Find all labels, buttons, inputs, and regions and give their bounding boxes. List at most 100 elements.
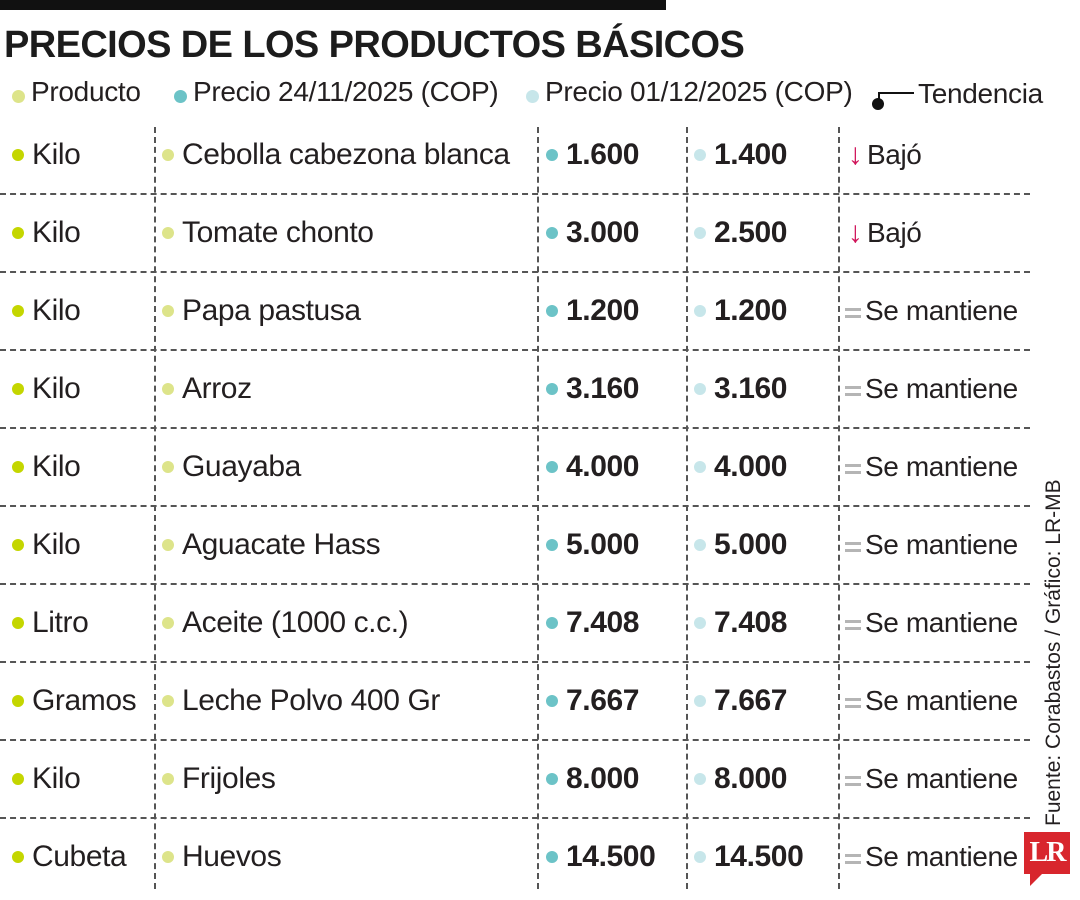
price-1-cell: 8.000 bbox=[546, 741, 680, 817]
equal-icon bbox=[845, 308, 861, 318]
product-cell: Huevos bbox=[162, 819, 534, 895]
unit-dot-icon bbox=[12, 695, 24, 707]
precio-1-dot-icon bbox=[546, 851, 558, 863]
legend-producto-label: Producto bbox=[31, 76, 141, 107]
lr-logo-tail bbox=[1030, 874, 1042, 886]
price-1-cell-text: 1.600 bbox=[566, 138, 640, 171]
price-2-cell: 7.667 bbox=[694, 663, 830, 739]
producto-dot-icon bbox=[162, 539, 174, 551]
equal-icon bbox=[845, 854, 861, 864]
trend-text: Se mantiene bbox=[865, 685, 1018, 716]
unit-dot-icon bbox=[12, 383, 24, 395]
product-cell: Aceite (1000 c.c.) bbox=[162, 585, 534, 661]
unit-cell-text: Litro bbox=[32, 606, 89, 639]
price-2-cell-text: 14.500 bbox=[714, 840, 804, 873]
page-title: PRECIOS DE LOS PRODUCTOS BÁSICOS bbox=[4, 24, 745, 66]
product-cell-text: Guayaba bbox=[182, 450, 301, 483]
unit-dot-icon bbox=[12, 539, 24, 551]
trend-cell: ↓ Bajó bbox=[845, 117, 1030, 193]
product-cell-text: Arroz bbox=[182, 372, 252, 405]
price-1-cell-text: 8.000 bbox=[566, 762, 640, 795]
table-row: Kilo Aguacate Hass 5.000 5.000 Se mantiene bbox=[0, 507, 1030, 585]
trend-cell: Se mantiene bbox=[845, 351, 1030, 427]
precio-1-dot-icon bbox=[546, 617, 558, 629]
price-2-cell-text: 7.408 bbox=[714, 606, 788, 639]
price-1-cell: 14.500 bbox=[546, 819, 680, 895]
product-cell-text: Cebolla cabezona blanca bbox=[182, 138, 510, 171]
unit-cell: Kilo bbox=[12, 351, 152, 427]
price-1-cell-text: 1.200 bbox=[566, 294, 640, 327]
legend-producto: Producto bbox=[12, 76, 141, 108]
price-2-cell-text: 1.200 bbox=[714, 294, 788, 327]
product-cell: Guayaba bbox=[162, 429, 534, 505]
product-cell-text: Tomate chonto bbox=[182, 216, 374, 249]
equal-icon bbox=[845, 386, 861, 396]
precio-1-dot-icon bbox=[546, 539, 558, 551]
product-cell: Papa pastusa bbox=[162, 273, 534, 349]
table-row: Kilo Guayaba 4.000 4.000 Se mantiene bbox=[0, 429, 1030, 507]
trend-cell: Se mantiene bbox=[845, 741, 1030, 817]
legend-precio-2-label: Precio 01/12/2025 (COP) bbox=[545, 76, 853, 107]
producto-dot-icon bbox=[12, 89, 25, 103]
trend-cell: Se mantiene bbox=[845, 663, 1030, 739]
table-row: Kilo Arroz 3.160 3.160 Se mantiene bbox=[0, 351, 1030, 429]
precio-2-dot-icon bbox=[526, 89, 539, 103]
producto-dot-icon bbox=[162, 617, 174, 629]
trend-text: Se mantiene bbox=[865, 451, 1018, 482]
producto-dot-icon bbox=[162, 149, 174, 161]
unit-cell: Kilo bbox=[12, 273, 152, 349]
equal-icon bbox=[845, 464, 861, 474]
unit-dot-icon bbox=[12, 149, 24, 161]
price-2-cell-text: 8.000 bbox=[714, 762, 788, 795]
precio-2-dot-icon bbox=[694, 539, 706, 551]
producto-dot-icon bbox=[162, 773, 174, 785]
precio-2-dot-icon bbox=[694, 305, 706, 317]
price-2-cell: 7.408 bbox=[694, 585, 830, 661]
precio-1-dot-icon bbox=[546, 305, 558, 317]
price-1-cell: 3.160 bbox=[546, 351, 680, 427]
product-cell: Frijoles bbox=[162, 741, 534, 817]
producto-dot-icon bbox=[162, 305, 174, 317]
unit-dot-icon bbox=[12, 227, 24, 239]
equal-icon bbox=[845, 776, 861, 786]
product-cell: Cebolla cabezona blanca bbox=[162, 117, 534, 193]
lr-logo: LR bbox=[1024, 832, 1070, 874]
product-cell-text: Aguacate Hass bbox=[182, 528, 381, 561]
unit-dot-icon bbox=[12, 305, 24, 317]
precio-2-dot-icon bbox=[694, 383, 706, 395]
unit-cell: Cubeta bbox=[12, 819, 152, 895]
producto-dot-icon bbox=[162, 461, 174, 473]
product-cell: Tomate chonto bbox=[162, 195, 534, 271]
equal-icon bbox=[845, 698, 861, 708]
trend-cell: Se mantiene bbox=[845, 585, 1030, 661]
unit-cell: Kilo bbox=[12, 507, 152, 583]
source-credit: Fuente: Corabastos / Gráfico: LR-MB bbox=[1042, 479, 1065, 826]
arrow-down-icon: ↓ bbox=[847, 216, 863, 249]
price-1-cell-text: 7.408 bbox=[566, 606, 640, 639]
equal-icon bbox=[845, 542, 861, 552]
unit-dot-icon bbox=[12, 773, 24, 785]
product-cell: Arroz bbox=[162, 351, 534, 427]
tendencia-pointer-icon bbox=[872, 76, 916, 112]
price-table: Kilo Cebolla cabezona blanca 1.600 1.400 ↓ Ba… bbox=[0, 117, 1030, 889]
price-1-cell-text: 14.500 bbox=[566, 840, 656, 873]
unit-cell: Kilo bbox=[12, 741, 152, 817]
unit-cell-text: Cubeta bbox=[32, 840, 127, 873]
price-2-cell: 14.500 bbox=[694, 819, 830, 895]
price-2-cell: 3.160 bbox=[694, 351, 830, 427]
price-2-cell: 1.400 bbox=[694, 117, 830, 193]
trend-cell: Se mantiene bbox=[845, 819, 1030, 895]
precio-1-dot-icon bbox=[546, 461, 558, 473]
legend-precio-1: Precio 24/11/2025 (COP) bbox=[174, 76, 499, 108]
arrow-down-icon: ↓ bbox=[847, 138, 863, 171]
precio-2-dot-icon bbox=[694, 617, 706, 629]
legend-precio-1-label: Precio 24/11/2025 (COP) bbox=[193, 76, 499, 107]
price-2-cell-text: 4.000 bbox=[714, 450, 788, 483]
table-row: Kilo Cebolla cabezona blanca 1.600 1.400 ↓ Ba… bbox=[0, 117, 1030, 195]
precio-1-dot-icon bbox=[174, 89, 187, 103]
precio-2-dot-icon bbox=[694, 851, 706, 863]
price-1-cell: 1.200 bbox=[546, 273, 680, 349]
price-1-cell: 5.000 bbox=[546, 507, 680, 583]
unit-cell-text: Kilo bbox=[32, 138, 81, 171]
trend-text: Bajó bbox=[867, 139, 922, 170]
